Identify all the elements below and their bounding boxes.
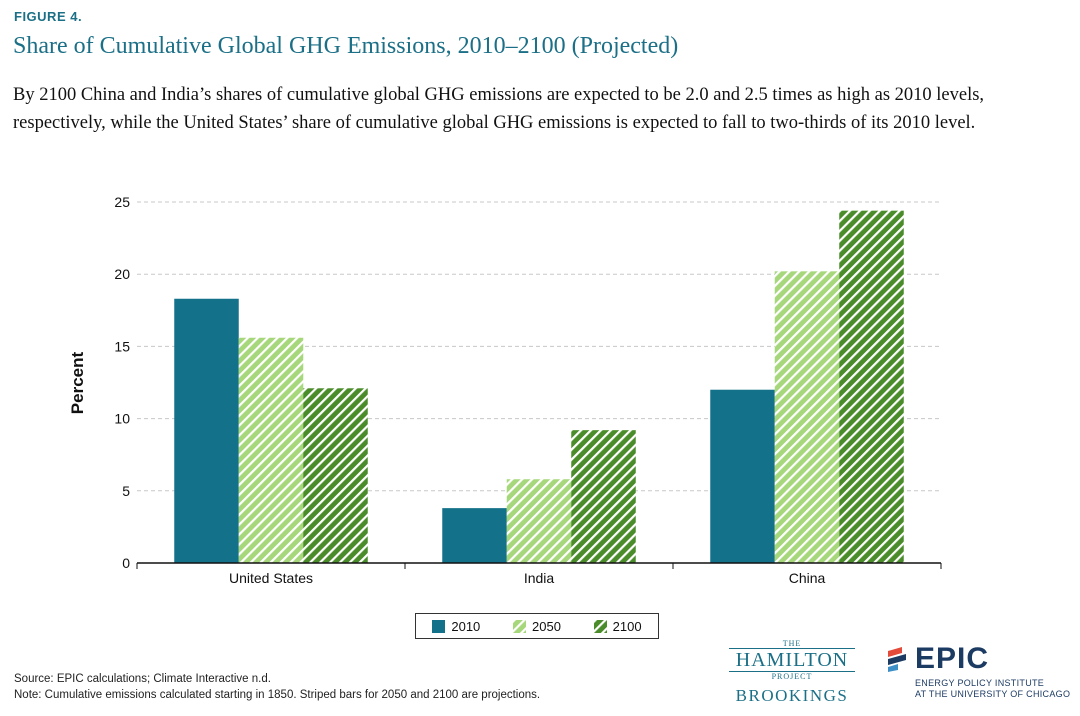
legend-swatch-2050 bbox=[513, 619, 527, 633]
bars bbox=[174, 210, 904, 563]
y-tick-label: 25 bbox=[114, 194, 130, 210]
legend-item-2100: 2100 bbox=[593, 618, 642, 634]
bar-2050-china bbox=[774, 271, 840, 563]
bar-2050-india bbox=[506, 479, 572, 563]
legend-item-2050: 2050 bbox=[513, 619, 561, 634]
y-tick-label: 15 bbox=[114, 338, 130, 354]
x-tick-label: India bbox=[524, 570, 555, 586]
hamilton-project: PROJECT bbox=[771, 672, 813, 681]
y-tick-label: 20 bbox=[114, 266, 130, 282]
bar-2010-india bbox=[442, 508, 507, 563]
x-tick-label: China bbox=[789, 570, 826, 586]
source-text: Source: EPIC calculations; Climate Inter… bbox=[14, 673, 271, 685]
chart-title: Share of Cumulative Global GHG Emissions… bbox=[13, 33, 679, 59]
epic-subtitle-line2: AT THE UNIVERSITY OF CHICAGO bbox=[915, 689, 1071, 699]
bar-2050-united-states bbox=[238, 337, 304, 563]
legend-label-2100: 2100 bbox=[612, 618, 642, 634]
y-tick-label: 0 bbox=[122, 555, 130, 571]
chart-subtitle: By 2100 China and India’s shares of cumu… bbox=[13, 85, 985, 133]
epic-wordmark: EPIC bbox=[915, 642, 990, 675]
axes: 0 5 10 15 20 25 United States India China bbox=[114, 194, 942, 586]
epic-subtitle-line1: ENERGY POLICY INSTITUTE bbox=[915, 678, 1045, 688]
y-tick-label: 5 bbox=[122, 483, 130, 499]
figure-label: FIGURE 4. bbox=[14, 9, 83, 24]
chart-legend: 2010 2050 2100 bbox=[415, 613, 659, 639]
note-text: Note: Cumulative emissions calculated st… bbox=[14, 689, 541, 701]
bar-2010-china bbox=[710, 389, 775, 563]
hamilton-the: THE bbox=[782, 639, 802, 648]
epic-subtitle: ENERGY POLICY INSTITUTE AT THE UNIVERSIT… bbox=[915, 678, 1070, 700]
epic-mark-icon bbox=[888, 647, 906, 672]
legend-item-2010: 2010 bbox=[432, 619, 480, 634]
bar-2010-united-states bbox=[174, 298, 239, 563]
legend-swatch-2010 bbox=[432, 619, 446, 633]
bar-chart: 0 5 10 15 20 25 United States India China Percen… bbox=[68, 194, 942, 586]
brookings-logo: BROOKINGS bbox=[735, 686, 849, 705]
y-tick-label: 10 bbox=[114, 411, 130, 427]
hamilton-project-logo: THE HAMILTON PROJECT BROOKINGS bbox=[727, 640, 857, 706]
bar-2100-china bbox=[839, 210, 904, 563]
bar-2100-india bbox=[571, 430, 636, 563]
hamilton-name: HAMILTON bbox=[729, 648, 855, 672]
source-notes: Source: EPIC calculations; Climate Inter… bbox=[14, 671, 540, 703]
legend-label-2010: 2010 bbox=[451, 618, 481, 634]
y-axis-label: Percent bbox=[68, 351, 87, 414]
legend-swatch-2100 bbox=[593, 619, 607, 633]
x-tick-label: United States bbox=[229, 570, 313, 586]
legend-label-2050: 2050 bbox=[532, 618, 561, 634]
bar-2100-united-states bbox=[303, 388, 368, 563]
